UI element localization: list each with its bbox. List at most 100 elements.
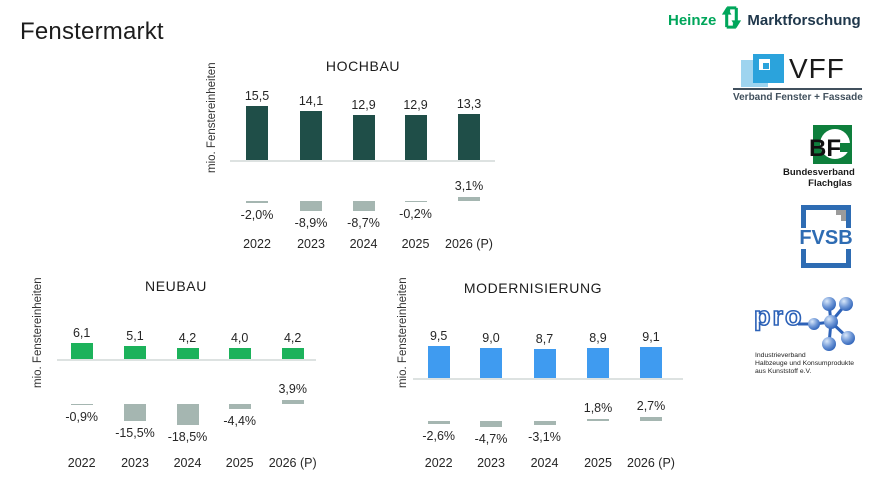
- x-axis-tick-label: 2026 (P): [268, 456, 317, 470]
- value-bar: [228, 348, 251, 359]
- pct-change-bar: [427, 421, 450, 425]
- value-bar: [300, 111, 322, 160]
- bf-acronym: BF: [809, 135, 841, 162]
- pct-change-label: -4,7%: [474, 432, 508, 447]
- bar-value-label: 6,1: [72, 325, 91, 340]
- bar-value-label: 12,9: [403, 98, 428, 113]
- chart-title: NEUBAU: [145, 278, 207, 294]
- fvsb-logo: FVSB: [796, 204, 856, 272]
- vff-divider: [733, 88, 862, 90]
- value-bar: [480, 347, 502, 378]
- value-bar: [352, 115, 375, 160]
- chart-title: HOCHBAU: [325, 58, 401, 74]
- marktforschung-wordmark: Marktforschung: [747, 11, 861, 29]
- x-axis-tick-label: 2023: [297, 237, 325, 251]
- bf-notch: [840, 143, 852, 152]
- x-axis-tick-label: 2023: [477, 456, 505, 470]
- bf-subtitle-line1: Bundesverband: [783, 167, 855, 178]
- pro-k-subtitle-line2: Halbzeuge und Konsumprodukte: [755, 360, 854, 367]
- x-axis-tick-label: 2022: [67, 456, 96, 470]
- chart-modernisierung: mio. Fenstereinheiten MODERNISIERUNG 9,5…: [383, 265, 699, 480]
- pct-change-label: 1,8%: [583, 400, 613, 415]
- pct-change-label: -15,5%: [115, 426, 155, 441]
- bar-value-label: 15,5: [244, 89, 270, 104]
- x-axis-tick-label: 2025: [584, 456, 612, 470]
- y-axis-label: mio. Fenstereinheiten: [32, 277, 44, 389]
- pct-change-bar: [480, 421, 502, 428]
- fvsb-acronym: FVSB: [799, 227, 853, 249]
- chart-neubau: mio. Fenstereinheiten NEUBAU 6,1 -0,9% 202…: [18, 265, 334, 480]
- pct-change-bar: [228, 404, 251, 409]
- chart-hochbau: mio. Fenstereinheiten HOCHBAU 15,5 -2,0% 2…: [198, 45, 510, 257]
- bar-value-label: 8,7: [535, 331, 554, 346]
- vff-window-icon: [753, 54, 784, 83]
- pct-change-bar: [70, 404, 93, 405]
- value-bar: [281, 347, 304, 359]
- bar-value-label: 14,1: [298, 94, 324, 109]
- pct-change-bar: [533, 421, 556, 426]
- x-axis-tick-label: 2025: [225, 456, 254, 470]
- value-bar: [533, 348, 556, 378]
- x-axis-tick-label: 2025: [401, 237, 430, 251]
- x-axis-line: [57, 359, 316, 361]
- heinze-marktforschung-logo: Heinze Marktforschung: [668, 6, 868, 34]
- fvsb-gray-corner-side: [841, 210, 846, 221]
- value-bar: [404, 115, 427, 160]
- bar-value-label: 9,5: [429, 328, 448, 343]
- bar-value-label: 8,9: [589, 331, 607, 345]
- value-bar: [176, 347, 199, 359]
- pct-change-label: -8,9%: [294, 216, 328, 231]
- vff-logo: VFF Verband Fenster + Fassade: [733, 53, 863, 105]
- pct-change-bar: [176, 404, 199, 425]
- pct-change-label: -4,4%: [223, 413, 257, 428]
- pro-k-wordmark: pro: [753, 300, 804, 332]
- pct-change-label: -3,1%: [528, 430, 561, 445]
- vff-window-pane: [759, 59, 770, 70]
- heinze-wordmark: Heinze: [668, 11, 717, 29]
- value-bar: [458, 113, 480, 160]
- pct-change-bar: [404, 201, 427, 202]
- x-axis-line: [413, 378, 683, 380]
- x-axis-tick-label: 2024: [173, 456, 202, 470]
- value-bar: [246, 106, 268, 160]
- bar-value-label: 13,3: [456, 96, 482, 111]
- pct-change-label: 3,1%: [454, 179, 484, 194]
- pct-change-bar: [246, 201, 268, 204]
- pct-change-label: -18,5%: [167, 429, 208, 444]
- chart-title: MODERNISIERUNG: [463, 280, 603, 296]
- pct-change-bar: [458, 197, 480, 201]
- fvsb-text-band: FVSB: [796, 227, 856, 249]
- vff-window-inner: [763, 63, 769, 69]
- x-axis-tick-label: 2026 (P): [445, 237, 493, 251]
- value-bar: [427, 345, 450, 378]
- bar-value-label: 12,9: [351, 98, 376, 113]
- pro-k-logo: pro: [752, 297, 872, 377]
- bf-subtitle-line2: Flachglas: [808, 178, 852, 189]
- value-bar: [70, 342, 93, 359]
- pct-change-label: 2,7%: [636, 399, 666, 414]
- bar-value-label: 9,1: [642, 330, 660, 345]
- vff-acronym: VFF: [789, 53, 845, 84]
- pct-change-label: -0,9%: [65, 410, 99, 424]
- x-axis-tick-label: 2023: [121, 456, 149, 470]
- x-axis-tick-label: 2024: [349, 237, 378, 251]
- bar-value-label: 5,1: [126, 328, 144, 343]
- pct-change-label: -2,6%: [422, 429, 456, 444]
- pct-change-bar: [124, 404, 146, 422]
- pct-change-bar: [281, 399, 304, 404]
- swap-arrows-icon: [719, 5, 744, 35]
- pct-change-label: -0,2%: [399, 207, 432, 221]
- bar-value-label: 4,0: [230, 331, 249, 346]
- x-axis-tick-label: 2026 (P): [627, 456, 675, 470]
- pct-change-bar: [587, 418, 609, 421]
- pct-change-label: 3,9%: [278, 381, 307, 396]
- pro-k-subtitle-line1: Industrieverband: [755, 352, 806, 359]
- pro-k-subtitle: Industrieverband Halbzeuge und Konsumpro…: [755, 352, 854, 376]
- value-bar: [587, 348, 609, 378]
- bar-value-label: 4,2: [178, 330, 197, 345]
- vff-subtitle: Verband Fenster + Fassade: [733, 92, 863, 103]
- x-axis-tick-label: 2022: [424, 456, 453, 470]
- pct-change-bar: [640, 417, 662, 421]
- bar-value-label: 9,0: [482, 330, 500, 345]
